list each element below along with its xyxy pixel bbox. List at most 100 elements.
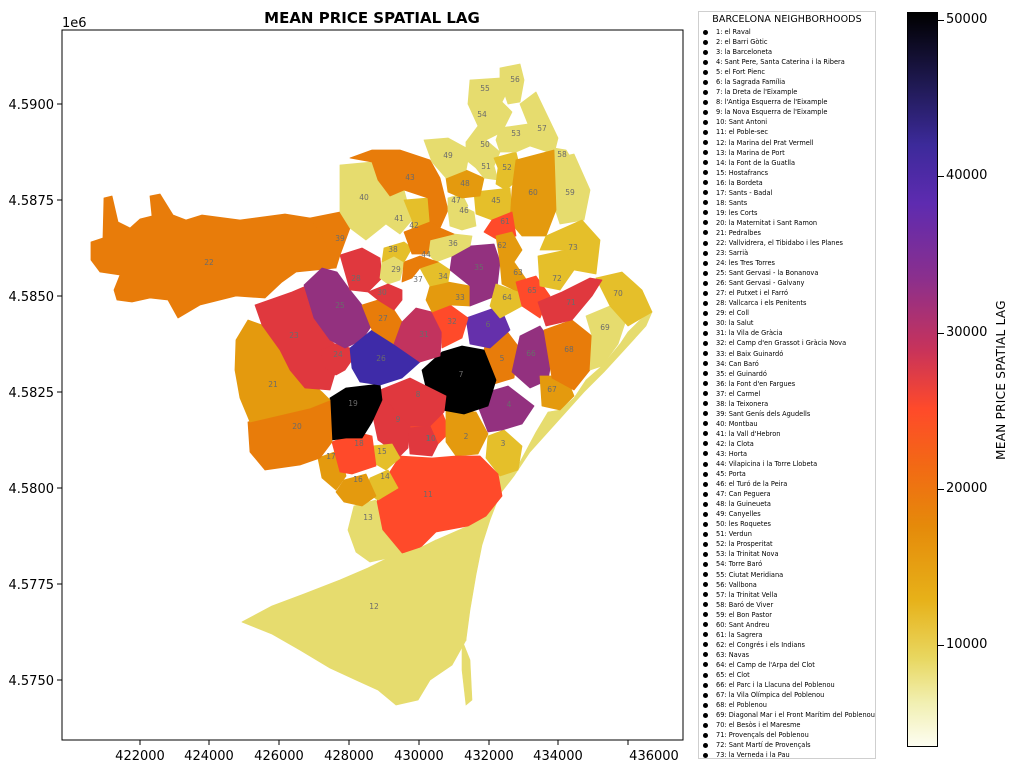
legend-item: 69: Diagonal Mar i el Front Marítim del … [703, 710, 875, 720]
legend-item: 45: Porta [703, 469, 875, 479]
legend-item-label: 23: Sarrià [716, 249, 749, 258]
legend-marker [703, 471, 708, 477]
legend-marker [703, 551, 708, 557]
legend-item: 72: Sant Martí de Provençals [703, 740, 875, 750]
legend-item: 18: Sants [703, 198, 875, 208]
legend-marker [703, 642, 708, 648]
neighborhood-label: 49 [443, 151, 453, 160]
legend-marker [703, 49, 708, 55]
neighborhood-label: 3 [501, 439, 506, 448]
legend-item-label: 69: Diagonal Mar i el Front Marítim del … [716, 711, 875, 720]
legend-marker [703, 89, 708, 95]
legend-item: 32: el Camp d'en Grassot i Gràcia Nova [703, 338, 875, 348]
legend-item: 52: la Prosperitat [703, 539, 875, 549]
legend-marker [703, 140, 708, 146]
y-tick-label: 4.5800 [9, 482, 55, 497]
legend-marker [703, 190, 708, 196]
legend-item: 46: el Turó de la Peira [703, 479, 875, 489]
legend-item: 44: Vilapicina i la Torre Llobeta [703, 459, 875, 469]
legend-item-label: 67: la Vila Olímpica del Poblenou [716, 691, 825, 700]
neighborhood-label: 73 [568, 243, 578, 252]
legend-item: 59: el Bon Pastor [703, 610, 875, 620]
legend-marker [703, 391, 708, 397]
legend-item: 16: la Bordeta [703, 178, 875, 188]
legend-marker [703, 59, 708, 65]
legend-item: 40: Montbau [703, 419, 875, 429]
y-tick-label: 4.5750 [9, 674, 55, 689]
colorbar-tick-label: 30000 [946, 324, 988, 340]
neighborhood-label: 72 [552, 274, 562, 283]
legend-list: 1: el Raval 2: el Barri Gòtic 3: la Barcel… [699, 27, 875, 760]
legend-item-label: 60: Sant Andreu [716, 620, 770, 629]
neighborhood-label: 22 [204, 258, 214, 267]
legend-item: 64: el Camp de l'Arpa del Clot [703, 660, 875, 670]
neighborhood-label: 21 [268, 380, 278, 389]
y-tick-label: 4.5900 [9, 98, 55, 113]
legend-item-label: 10: Sant Antoni [716, 118, 768, 127]
plot-frame [61, 29, 684, 741]
legend-item-label: 65: el Clot [716, 671, 750, 679]
legend-item: 9: la Nova Esquerra de l'Eixample [703, 107, 875, 117]
legend-item-label: 4: Sant Pere, Santa Caterina i la Ribera [716, 58, 845, 67]
legend-item-label: 36: la Font d'en Fargues [716, 379, 796, 388]
neighborhood-polygon-72 [537, 249, 575, 291]
neighborhood-label: 41 [394, 214, 404, 223]
legend-item-label: 18: Sants [716, 198, 748, 207]
legend-marker [703, 401, 708, 407]
legend-item-label: 37: el Carmel [716, 389, 761, 398]
neighborhood-polygon-64 [489, 283, 523, 319]
neighborhood-polygon-13 [347, 499, 403, 563]
neighborhood-polygon-56 [499, 63, 525, 105]
legend-item-label: 43: Horta [716, 449, 748, 458]
legend-marker [703, 230, 708, 236]
neighborhood-label: 36 [448, 239, 458, 248]
legend-item-label: 12: la Marina del Prat Vermell [716, 138, 814, 147]
legend-marker [703, 622, 708, 628]
neighborhood-label: 28 [351, 274, 361, 283]
neighborhood-label: 46 [459, 206, 469, 215]
legend-marker [703, 702, 708, 708]
legend-item-label: 32: el Camp d'en Grassot i Gràcia Nova [716, 339, 847, 348]
neighborhood-polygon-30 [367, 283, 403, 311]
legend-item: 5: el Fort Pienc [703, 67, 875, 77]
legend-item: 24: les Tres Torres [703, 258, 875, 268]
legend-item-label: 40: Montbau [716, 419, 758, 428]
legend-item: 36: la Font d'en Fargues [703, 379, 875, 389]
neighborhood-labels: 1 234567891011121314151617181920212223242… [204, 75, 623, 611]
legend-marker [703, 562, 708, 567]
legend-item-label: 61: la Sagrera [716, 630, 763, 639]
legend-marker [703, 461, 708, 467]
legend-marker [703, 481, 708, 487]
legend-marker [703, 170, 708, 176]
legend-marker [703, 330, 708, 336]
legend-marker [703, 441, 708, 447]
neighborhood-label: 37 [413, 275, 423, 284]
neighborhood-label: 20 [292, 422, 302, 431]
neighborhood-label: 30 [377, 288, 387, 297]
neighborhood-label: 42 [409, 221, 419, 230]
neighborhood-polygon-31 [393, 307, 443, 363]
neighborhood-label: 12 [369, 602, 379, 611]
neighborhood-label: 70 [613, 289, 623, 298]
legend-marker [703, 109, 708, 115]
legend-marker [703, 150, 708, 156]
neighborhood-polygon-37 [401, 255, 439, 283]
neighborhood-label: 50 [480, 140, 490, 149]
neighborhood-label: 35 [474, 263, 484, 272]
legend-item: 10: Sant Antoni [703, 117, 875, 127]
y-tick-label: 4.5775 [9, 578, 55, 593]
legend-marker [703, 732, 708, 738]
neighborhood-label: 13 [363, 513, 373, 522]
x-tick-label: 432000 [464, 749, 514, 764]
legend-marker [703, 672, 708, 678]
legend-marker [703, 491, 708, 497]
neighborhood-label: 33 [455, 293, 465, 302]
neighborhood-label: 47 [451, 196, 461, 205]
legend-item-label: 9: la Nova Esquerra de l'Eixample [716, 108, 828, 117]
legend-marker [703, 602, 708, 608]
legend-marker [703, 531, 708, 537]
neighborhood-label: 59 [565, 188, 575, 197]
legend-item-label: 21: Pedralbes [716, 228, 761, 237]
x-tick-label: 428000 [324, 749, 374, 764]
